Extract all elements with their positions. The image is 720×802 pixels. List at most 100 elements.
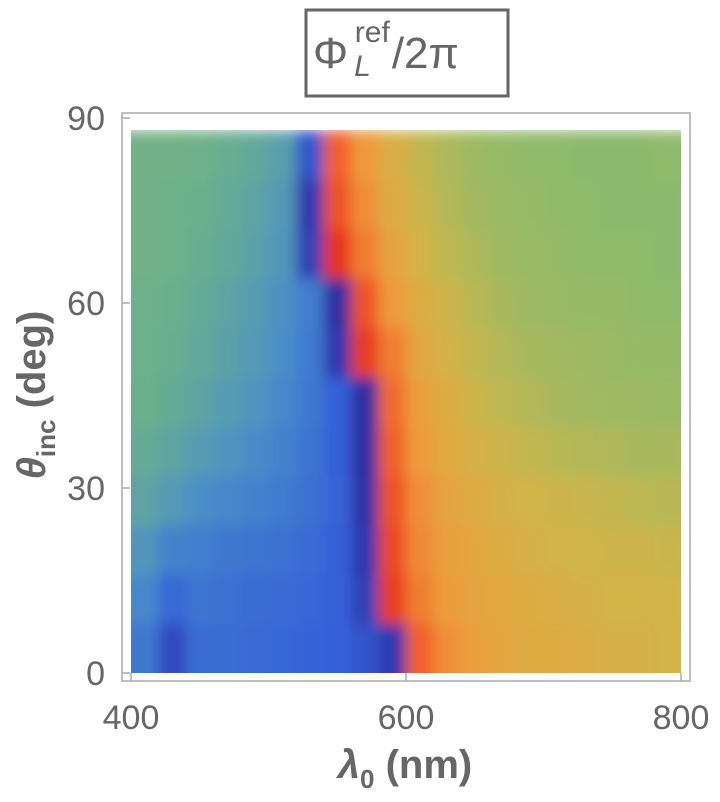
- heatmap-cell: [543, 377, 572, 427]
- heatmap-cell: [488, 377, 517, 427]
- heatmap-cell: [268, 426, 297, 477]
- heatmap-cell: [296, 278, 324, 329]
- y-axis-label: θinc (deg): [10, 311, 61, 480]
- heatmap-cell: [296, 623, 324, 673]
- title-box: [304, 8, 510, 98]
- x-tick-label: 400: [103, 699, 160, 737]
- heatmap-cell: [598, 574, 627, 625]
- heatmap-cell: [351, 278, 379, 329]
- heatmap-cell: [213, 327, 242, 378]
- heatmap-cell: [323, 426, 352, 477]
- heatmap-cell: [543, 525, 572, 575]
- heatmap-cell: [488, 623, 517, 673]
- heatmap-cell: [213, 525, 242, 575]
- heatmap-cell: [516, 574, 544, 625]
- heatmap-cell: [626, 475, 654, 526]
- heatmap-cell: [461, 525, 489, 575]
- heatmap-cell: [158, 130, 187, 181]
- heatmap-cell: [433, 278, 462, 329]
- heatmap-cell: [488, 327, 517, 378]
- heatmap-cell: [131, 426, 159, 477]
- heatmap-cell: [543, 229, 572, 279]
- heatmap-cell: [268, 525, 297, 575]
- heatmap-cell: [626, 327, 654, 378]
- heatmap-cell: [186, 623, 214, 673]
- heatmap-cell: [516, 426, 544, 477]
- heatmap-cell: [598, 229, 627, 279]
- heatmap-cell: [241, 574, 269, 625]
- heatmap-cell: [296, 327, 324, 378]
- heatmap-cell: [516, 623, 544, 673]
- heatmap-cell: [296, 179, 324, 230]
- heatmap-cell: [351, 377, 379, 427]
- x-axis-label: λ0 (nm): [336, 743, 472, 794]
- heatmap-cell: [488, 229, 517, 279]
- heatmap-cell: [433, 475, 462, 526]
- heatmap-cell: [186, 475, 214, 526]
- heatmap-cell: [543, 179, 572, 230]
- heatmap-cell: [323, 327, 352, 378]
- heatmap-cell: [351, 525, 379, 575]
- heatmap-cell: [351, 475, 379, 526]
- heatmap-cell: [268, 130, 297, 181]
- heatmap-cell: [516, 179, 544, 230]
- heatmap-cell: [571, 377, 599, 427]
- heatmap-cell: [241, 130, 269, 181]
- heatmap-cell: [158, 179, 187, 230]
- heatmap-cell: [131, 179, 159, 230]
- heatmap-cell: [158, 229, 187, 279]
- chart-title: Φ Lref/2π: [313, 16, 459, 83]
- heatmap-cell: [213, 377, 242, 427]
- heatmap-cell: [598, 278, 627, 329]
- heatmap-cell: [241, 426, 269, 477]
- heatmap-cell: [158, 377, 187, 427]
- heatmap-cell: [241, 229, 269, 279]
- heatmap-cell: [406, 278, 434, 329]
- heatmap-cell: [433, 130, 462, 181]
- heatmap-cells: [131, 130, 681, 673]
- heatmap-cell: [571, 426, 599, 477]
- heatmap-cell: [516, 475, 544, 526]
- heatmap-cell: [213, 426, 242, 477]
- heatmap-cell: [406, 574, 434, 625]
- heatmap-cell: [571, 229, 599, 279]
- heatmap-cell: [433, 179, 462, 230]
- heatmap-cell: [351, 130, 379, 181]
- heatmap-cell: [131, 574, 159, 625]
- heatmap-cell: [186, 327, 214, 378]
- heatmap-cell: [296, 377, 324, 427]
- heatmap-cell: [268, 229, 297, 279]
- heatmap-cell: [131, 377, 159, 427]
- heatmap-cell: [268, 574, 297, 625]
- heatmap-cell: [268, 377, 297, 427]
- heatmap-cell: [571, 623, 599, 673]
- heatmap-cell: [461, 574, 489, 625]
- heatmap-cell: [598, 426, 627, 477]
- heatmap-cell: [186, 426, 214, 477]
- heatmap-cell: [241, 525, 269, 575]
- heatmap-cell: [351, 229, 379, 279]
- heatmap-cell: [543, 623, 572, 673]
- heatmap-cell: [461, 623, 489, 673]
- heatmap-cell: [378, 377, 407, 427]
- heatmap-cell: [626, 130, 654, 181]
- heatmap-cell: [598, 327, 627, 378]
- heatmap-cell: [433, 574, 462, 625]
- heatmap-cell: [323, 377, 352, 427]
- heatmap-cell: [241, 377, 269, 427]
- heatmap-cell: [158, 525, 187, 575]
- heatmap-cell: [406, 229, 434, 279]
- heatmap-cell: [268, 327, 297, 378]
- heatmap-cell: [653, 229, 681, 279]
- heatmap-cell: [406, 623, 434, 673]
- heatmap-cell: [351, 623, 379, 673]
- heatmap-cell: [461, 426, 489, 477]
- heatmap-cell: [488, 278, 517, 329]
- heatmap-cell: [571, 278, 599, 329]
- heatmap-cell: [653, 525, 681, 575]
- heatmap-cell: [296, 426, 324, 477]
- heatmap-cell: [626, 574, 654, 625]
- heatmap-cell: [543, 426, 572, 477]
- heatmap-cell: [598, 475, 627, 526]
